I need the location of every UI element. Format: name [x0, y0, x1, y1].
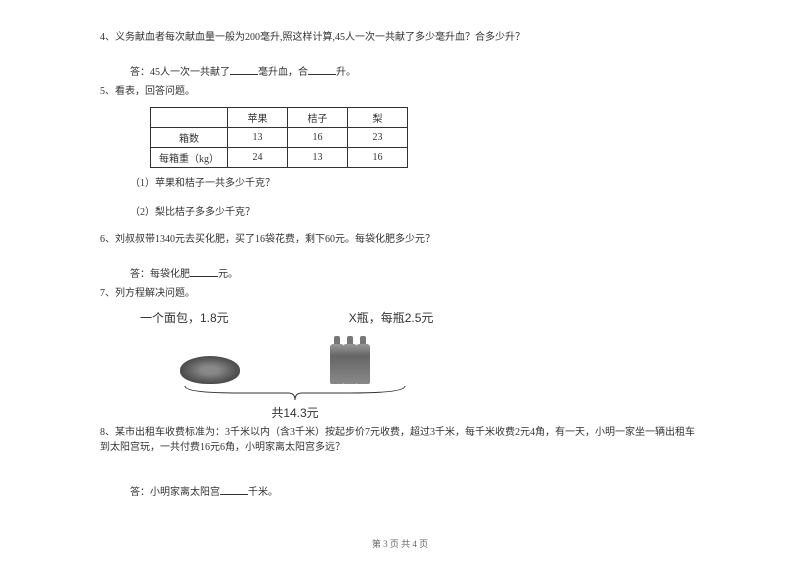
table-cell: 13	[228, 128, 288, 148]
table-cell: 13	[288, 148, 348, 168]
q5-text: 5、看表，回答问题。	[100, 86, 195, 97]
table-cell: 16	[348, 148, 408, 168]
q5-sub1: （1）苹果和桔子一共多少千克？	[130, 174, 700, 189]
bottles-icon	[330, 334, 370, 384]
bread-label: 一个面包，1.8元	[140, 309, 229, 326]
question-4: 4、义务献血者每次献血量一般为200毫升,照这样计算,45人一次一共献了多少毫升…	[100, 30, 700, 45]
q4-text: 4、义务献血者每次献血量一般为200毫升,照这样计算,45人一次一共献了多少毫升…	[100, 32, 525, 43]
blank	[190, 265, 218, 277]
q6-text: 6、刘叔叔带1340元去买化肥，买了16袋花费，剩下60元。每袋化肥多少元？	[100, 234, 435, 245]
page-footer: 第 3 页 共 4 页	[0, 537, 800, 550]
question-5: 5、看表，回答问题。	[100, 84, 700, 99]
table-cell: 23	[348, 128, 408, 148]
q4-answer-mid: 毫升血，合	[258, 67, 308, 78]
data-table: 苹果 桔子 梨 箱数 13 16 23 每箱重（kg） 24 13 16	[150, 107, 408, 168]
q6-answer: 答：每袋化肥 元。	[130, 265, 700, 280]
brace-icon	[180, 384, 410, 402]
total-label: 共14.3元	[180, 404, 410, 421]
blank	[220, 483, 248, 495]
q8-answer-suffix: 千米。	[248, 487, 278, 498]
table-cell: 24	[228, 148, 288, 168]
brace-diagram	[180, 384, 410, 402]
q7-text: 7、列方程解决问题。	[100, 288, 195, 299]
q4-answer-suffix: 升。	[336, 67, 356, 78]
q8-text: 8、某市出租车收费标准为：3千米以内（含3千米）按起步价7元收费，超过3千米，每…	[100, 427, 695, 453]
q8-answer-prefix: 答：小明家离太阳宫	[130, 487, 220, 498]
table-row: 每箱重（kg） 24 13 16	[151, 148, 408, 168]
q4-answer-prefix: 答：45人一次一共献了	[130, 67, 230, 78]
table-row: 箱数 13 16 23	[151, 128, 408, 148]
blank	[230, 63, 258, 75]
table-cell: 16	[288, 128, 348, 148]
q6-answer-prefix: 答：每袋化肥	[130, 269, 190, 280]
question-8: 8、某市出租车收费标准为：3千米以内（含3千米）按起步价7元收费，超过3千米，每…	[100, 425, 700, 455]
table-cell	[151, 108, 228, 128]
bread-icon	[180, 356, 240, 384]
q5-sub2: （2）梨比桔子多多少千克？	[130, 203, 700, 218]
table-row-header: 苹果 桔子 梨	[151, 108, 408, 128]
table-cell: 每箱重（kg）	[151, 148, 228, 168]
q8-answer: 答：小明家离太阳宫 千米。	[130, 483, 700, 498]
diagram-labels: 一个面包，1.8元 X瓶，每瓶2.5元	[140, 309, 700, 326]
table-cell: 苹果	[228, 108, 288, 128]
question-7: 7、列方程解决问题。	[100, 286, 700, 301]
table-cell: 桔子	[288, 108, 348, 128]
bottle-icon	[330, 344, 344, 384]
bottle-label: X瓶，每瓶2.5元	[349, 309, 434, 326]
q6-answer-suffix: 元。	[218, 269, 238, 280]
table-cell: 梨	[348, 108, 408, 128]
table-cell: 箱数	[151, 128, 228, 148]
bottle-icon	[356, 344, 370, 384]
question-6: 6、刘叔叔带1340元去买化肥，买了16袋花费，剩下60元。每袋化肥多少元？	[100, 232, 700, 247]
diagram-images	[180, 334, 700, 384]
blank	[308, 63, 336, 75]
bottle-icon	[343, 344, 357, 384]
q4-answer: 答：45人一次一共献了 毫升血，合 升。	[130, 63, 700, 78]
